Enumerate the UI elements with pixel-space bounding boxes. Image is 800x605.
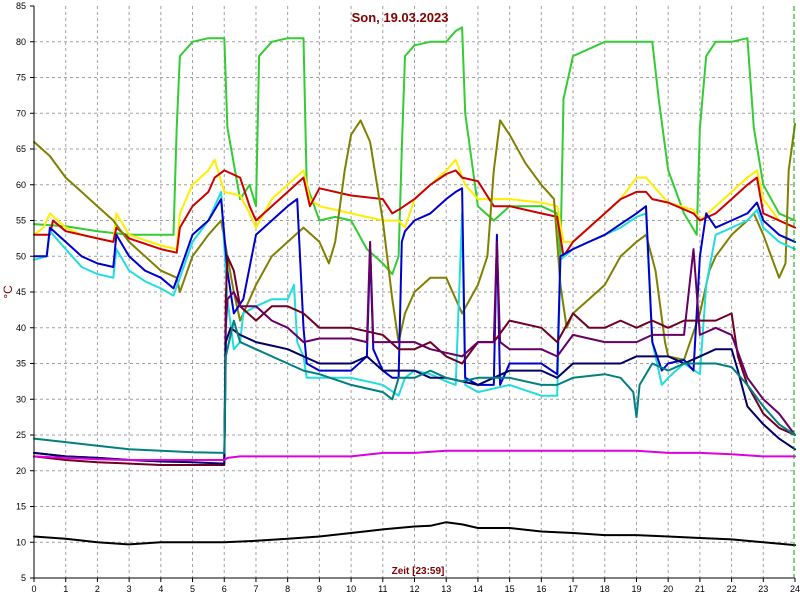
series-line-7 (33, 255, 796, 466)
y-tick-label: 60 (16, 180, 26, 190)
y-tick-label: 5 (21, 573, 26, 583)
x-tick-label: 12 (409, 584, 419, 594)
y-tick-label: 75 (16, 73, 26, 83)
y-tick-label: 40 (16, 323, 26, 333)
series-line-10 (33, 319, 796, 454)
x-tick-label: 6 (222, 584, 227, 594)
x-axis-label: Zeit [23:59] (392, 566, 445, 577)
axes: 0 1 2 3 4 5 6 7 8 9 10 11 12 13 14 15 16 17 18 19 20 21 22 23 24… (16, 1, 800, 594)
y-axis-label: °C (1, 285, 15, 299)
x-tick-label: 17 (568, 584, 578, 594)
x-tick-label: 20 (663, 584, 673, 594)
series-group (33, 26, 796, 547)
x-tick-label: 14 (473, 584, 483, 594)
x-tick-label: 13 (441, 584, 451, 594)
series-line-8 (33, 240, 796, 461)
y-tick-label: 85 (16, 1, 26, 11)
y-tick-label: 45 (16, 287, 26, 297)
series-line-3 (33, 169, 796, 258)
x-tick-label: 5 (190, 584, 195, 594)
y-tick-label: 80 (16, 37, 26, 47)
y-tick-label: 35 (16, 359, 26, 369)
x-tick-label: 23 (758, 584, 768, 594)
x-tick-label: 2 (95, 584, 100, 594)
chart-title: Son, 19.03.2023 (352, 10, 449, 25)
x-tick-label: 8 (285, 584, 290, 594)
y-tick-label: 55 (16, 216, 26, 226)
x-tick-label: 7 (253, 584, 258, 594)
series-line-11 (33, 449, 796, 461)
y-tick-label: 50 (16, 251, 26, 261)
x-tick-label: 9 (317, 584, 322, 594)
y-tick-label: 65 (16, 144, 26, 154)
x-tick-label: 4 (158, 584, 163, 594)
y-tick-label: 20 (16, 466, 26, 476)
x-tick-label: 21 (695, 584, 705, 594)
y-tick-label: 70 (16, 108, 26, 118)
series-line-12 (33, 521, 796, 547)
x-tick-label: 0 (31, 584, 36, 594)
series-line-6 (33, 187, 796, 386)
x-tick-label: 24 (790, 584, 800, 594)
x-tick-label: 1 (63, 584, 68, 594)
x-tick-label: 10 (346, 584, 356, 594)
series-line-5 (33, 190, 796, 397)
y-tick-label: 15 (16, 502, 26, 512)
y-tick-label: 25 (16, 430, 26, 440)
x-tick-label: 18 (600, 584, 610, 594)
x-tick-label: 15 (505, 584, 515, 594)
x-tick-label: 19 (631, 584, 641, 594)
series-line-1 (33, 26, 796, 276)
x-tick-label: 11 (378, 584, 387, 594)
x-tick-label: 3 (127, 584, 132, 594)
grid (34, 6, 795, 578)
y-tick-label: 10 (16, 537, 26, 547)
y-tick-label: 30 (16, 394, 26, 404)
x-tick-label: 22 (727, 584, 737, 594)
x-tick-label: 16 (536, 584, 546, 594)
